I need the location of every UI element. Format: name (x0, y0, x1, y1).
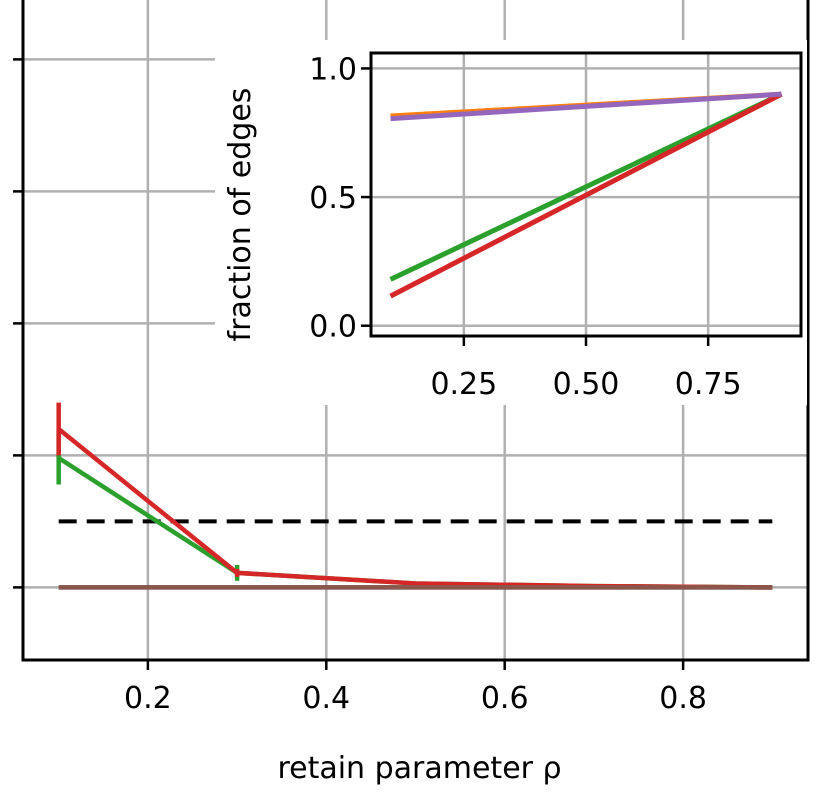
x-tick-label: 0.4 (302, 681, 350, 716)
series-line (57, 427, 773, 590)
inset-series-line (389, 91, 783, 299)
x-axis-label: retain parameter ρ (277, 751, 561, 786)
inset-chart: 0.25 0.50 0.75 0.0 0.5 1.0 fraction of edges (215, 40, 807, 405)
inset-y-axis-label: fraction of edges (223, 88, 258, 342)
inset-x-tick-label: 0.25 (430, 367, 497, 402)
main-series-group (56, 402, 773, 590)
inset-x-tick-label: 0.75 (675, 367, 742, 402)
inset-series-line (390, 91, 782, 122)
inset-y-tick-label: 1.0 (309, 52, 357, 87)
main-plot-frame (21, 0, 810, 662)
x-tick-label: 0.8 (659, 681, 707, 716)
inset-y-tick-label: 0.5 (309, 181, 357, 216)
inset-x-tick-label: 0.50 (553, 367, 620, 402)
inset-series-group (389, 91, 783, 299)
main-ticks: 0.2 0.4 0.6 0.8 (13, 58, 707, 716)
inset-y-tick-label: 0.0 (309, 310, 357, 345)
x-tick-label: 0.6 (481, 681, 529, 716)
x-tick-label: 0.2 (124, 681, 172, 716)
series-line (57, 456, 773, 590)
inset-ticks: 0.25 0.50 0.75 0.0 0.5 1.0 (309, 52, 741, 402)
